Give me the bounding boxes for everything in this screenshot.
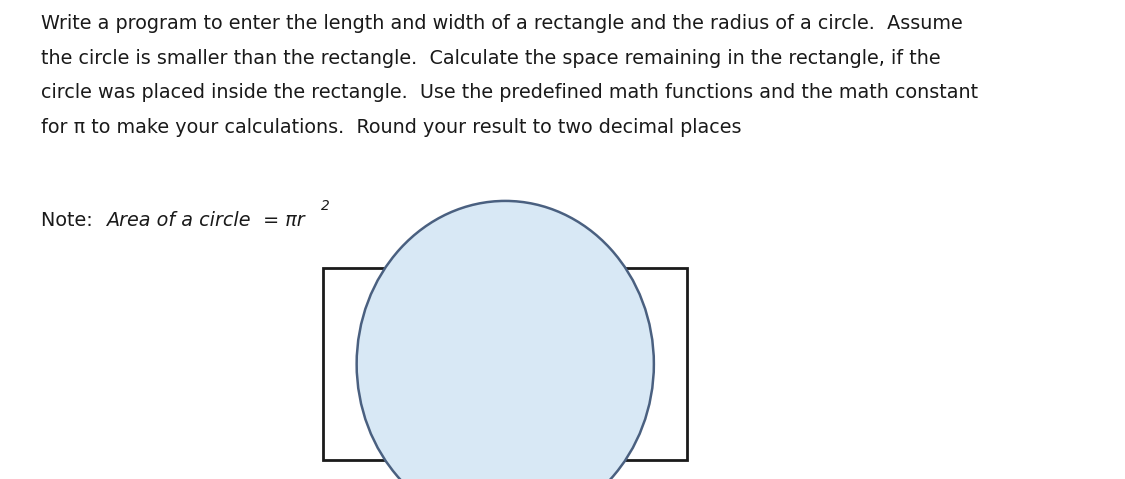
Text: for π to make your calculations.  Round your result to two decimal places: for π to make your calculations. Round y… xyxy=(40,118,741,137)
Text: = πr: = πr xyxy=(258,211,305,230)
Text: Area of a circle: Area of a circle xyxy=(106,211,250,230)
Text: Write a program to enter the length and width of a rectangle and the radius of a: Write a program to enter the length and … xyxy=(40,14,963,34)
Text: 2: 2 xyxy=(321,199,330,213)
Bar xyxy=(323,268,686,460)
Text: Note:: Note: xyxy=(40,211,105,230)
Text: the circle is smaller than the rectangle.  Calculate the space remaining in the : the circle is smaller than the rectangle… xyxy=(40,49,940,68)
Text: circle was placed inside the rectangle.  Use the predefined math functions and t: circle was placed inside the rectangle. … xyxy=(40,83,978,103)
Ellipse shape xyxy=(357,201,654,479)
